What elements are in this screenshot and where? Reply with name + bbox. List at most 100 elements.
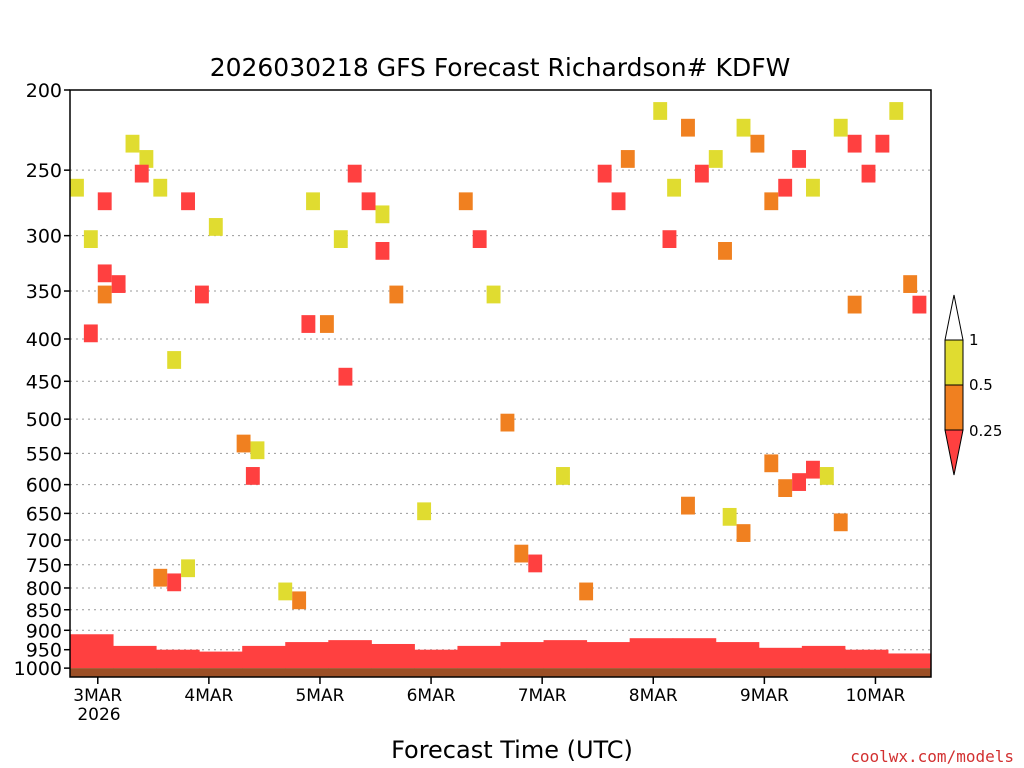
plot-area — [69, 89, 932, 678]
legend-label: 0.25 — [969, 422, 1002, 440]
heatmap-cell — [847, 295, 862, 314]
boundary-layer-cell — [887, 653, 932, 669]
legend-arrow-top — [944, 294, 964, 341]
heatmap-cell — [778, 178, 793, 197]
x-axis-title: Forecast Time (UTC) — [391, 736, 633, 764]
surface-layer — [70, 668, 931, 677]
heatmap-cell — [361, 192, 376, 211]
heatmap-cell — [694, 164, 709, 183]
heatmap-cell — [181, 559, 195, 578]
heatmap-cell — [736, 524, 751, 542]
y-tick-label: 350 — [26, 281, 62, 303]
heatmap-cell — [736, 118, 751, 137]
heatmap-cells — [70, 102, 927, 610]
heatmap-cell — [764, 454, 779, 473]
y-tick-label: 450 — [26, 371, 62, 393]
heatmap-cell — [153, 568, 168, 587]
heatmap-cell — [500, 413, 515, 432]
heatmap-cell — [667, 178, 682, 197]
heatmap-cell — [306, 192, 320, 211]
heatmap-cell — [806, 178, 820, 197]
x-tick-label: 9MAR — [740, 686, 789, 706]
y-tick-label: 600 — [26, 475, 62, 497]
heatmap-cell — [194, 285, 209, 304]
heatmap-cell — [301, 315, 316, 333]
boundary-layer-cell — [500, 642, 545, 669]
heatmap-cell — [319, 315, 334, 333]
y-tick-label: 650 — [26, 503, 62, 525]
legend-swatch-0.5-1 — [944, 339, 964, 386]
x-tick-label: 8MAR — [629, 686, 678, 706]
boundary-layer-cell — [371, 643, 415, 669]
heatmap-cell — [792, 473, 807, 491]
y-tick-label: 300 — [26, 226, 62, 248]
x-tick-label: 3MAR — [73, 686, 122, 706]
y-tick-label: 900 — [26, 620, 62, 642]
legend-swatch-0.25-0.5 — [944, 384, 964, 431]
boundary-layer-cell — [457, 645, 501, 669]
heatmap-cell — [514, 544, 529, 563]
y-axis-ticks: 200 250 300 350 400 450 500 550 600 650 700 7508008… — [14, 80, 70, 680]
heatmap-cell — [333, 230, 348, 249]
y-tick-label: 250 — [26, 160, 62, 182]
plot-background — [70, 90, 931, 677]
heatmap-cell — [528, 554, 543, 573]
heatmap-cell — [417, 502, 432, 521]
heatmap-cell — [97, 264, 112, 283]
y-tick-label: 400 — [26, 329, 62, 351]
boundary-layer — [70, 634, 932, 669]
heatmap-cell — [245, 467, 260, 485]
heatmap-cell — [83, 324, 98, 343]
heatmap-cell — [889, 102, 904, 120]
boundary-layer-cell — [328, 640, 372, 669]
boundary-layer-cell — [414, 649, 458, 669]
boundary-layer-cell — [199, 651, 243, 669]
heatmap-cell — [389, 285, 404, 304]
heatmap-cell — [579, 582, 594, 601]
heatmap-cell — [819, 467, 834, 485]
x-tick-label: 7MAR — [518, 686, 567, 706]
x-tick-label: 10MAR — [846, 686, 906, 706]
heatmap-cell — [833, 118, 848, 137]
heatmap-cell — [70, 178, 84, 197]
boundary-layer-cell — [672, 638, 717, 669]
heatmap-cell — [472, 230, 487, 249]
legend: 1 0.5 0.25 — [944, 294, 1002, 476]
boundary-layer-cell — [715, 642, 760, 669]
heatmap-cell — [250, 441, 265, 460]
heatmap-cell — [292, 591, 307, 610]
heatmap-cell — [611, 192, 626, 211]
y-tick-label: 700 — [26, 530, 62, 552]
heatmap-cell — [806, 460, 820, 479]
y-tick-label: 550 — [26, 443, 62, 465]
heatmap-cell — [620, 150, 635, 168]
heatmap-cell — [181, 192, 195, 211]
boundary-layer-cell — [629, 638, 674, 669]
heatmap-cell — [486, 285, 501, 304]
boundary-layer-cell — [758, 647, 803, 669]
plot-frame — [69, 89, 932, 678]
y-tick-label: 1000 — [14, 658, 62, 680]
legend-label: 1 — [969, 331, 979, 349]
heatmap-cell — [833, 513, 848, 532]
heatmap-cell — [236, 434, 251, 453]
boundary-layer-cell — [70, 634, 114, 669]
heatmap-cell — [375, 241, 390, 260]
boundary-layer-cell — [113, 645, 157, 669]
heatmap-cell — [83, 230, 98, 249]
credit-text: coolwx.com/models — [850, 747, 1014, 766]
heatmap-cell — [750, 134, 765, 153]
chart-title: 2026030218 GFS Forecast Richardson# KDFW — [210, 53, 791, 82]
heatmap-cell — [208, 218, 223, 236]
x-tick-label: 5MAR — [295, 686, 344, 706]
heatmap-cell — [653, 102, 668, 120]
heatmap-cell — [708, 150, 723, 168]
x-year-label: 2026 — [77, 705, 120, 725]
heatmap-cell — [111, 275, 126, 293]
y-tick-label: 200 — [26, 80, 62, 102]
heatmap-cell — [764, 192, 779, 211]
x-tick-label: 6MAR — [407, 686, 456, 706]
heatmap-cell — [375, 205, 390, 224]
heatmap-cell — [718, 241, 732, 260]
